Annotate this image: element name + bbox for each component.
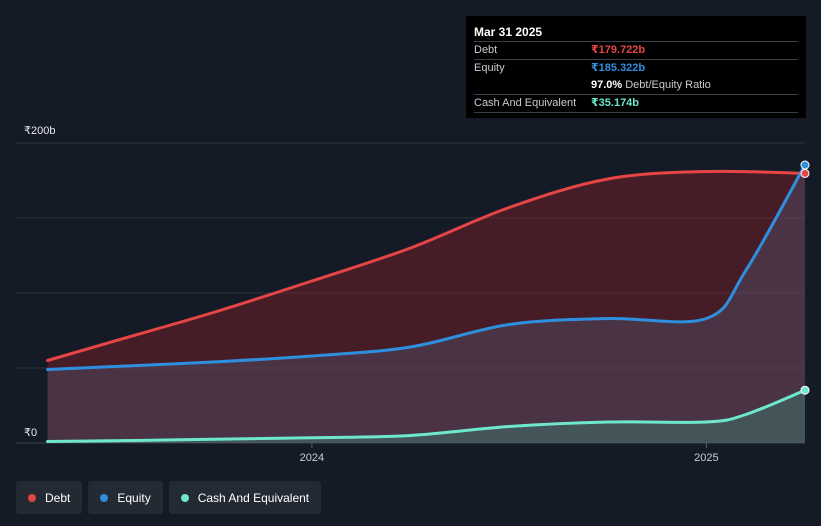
cash-area	[47, 390, 806, 443]
y-tick-label: ₹200b	[24, 125, 55, 137]
y-tick-label: ₹0	[24, 427, 37, 439]
tooltip-cash-value: ₹35.174b	[591, 97, 640, 109]
equity-area	[47, 165, 806, 443]
legend-cash-label: Cash And Equivalent	[197, 490, 310, 505]
axis-ticks: 2024 2025 ₹200b ₹0	[24, 125, 719, 464]
cash-end-marker	[800, 385, 810, 395]
equity-dot-icon	[100, 493, 109, 502]
series-areas	[47, 165, 806, 443]
equity-end-marker	[800, 160, 810, 170]
debt-line	[46, 169, 807, 362]
end-markers	[800, 160, 810, 395]
legend-item-equity[interactable]: Equity	[88, 481, 163, 514]
legend-debt-label: Debt	[45, 490, 71, 505]
legend-equity-label: Equity	[117, 490, 151, 505]
data-tooltip: Mar 31 2025 Debt ₹179.722b Equity ₹185.3…	[466, 16, 806, 118]
cash-line	[46, 388, 807, 443]
cash-dot-icon	[180, 493, 189, 502]
x-tick-label: 2024	[300, 452, 324, 464]
tooltip-ratio-label: Debt/Equity Ratio	[625, 79, 711, 91]
tooltip-debt-label: Debt	[474, 44, 498, 56]
legend-item-debt[interactable]: Debt	[16, 481, 83, 514]
debt-end-marker	[800, 168, 810, 178]
series-lines	[46, 163, 807, 443]
debt-dot-icon	[28, 493, 36, 502]
tooltip-debt-value: ₹179.722b	[591, 44, 646, 56]
legend-item-cash[interactable]: Cash And Equivalent	[168, 481, 322, 514]
tooltip-ratio-value: 97.0%	[591, 79, 623, 91]
gridlines	[16, 142, 805, 444]
tooltip-cash-label: Cash And Equivalent	[474, 97, 577, 109]
chart-legend: Debt Equity Cash And Equivalent	[16, 481, 322, 514]
tooltip-equity-label: Equity	[474, 62, 505, 74]
tooltip-date: Mar 31 2025	[474, 25, 543, 39]
x-tick-label: 2025	[694, 452, 718, 464]
tooltip-equity-value: ₹185.322b	[591, 62, 646, 74]
equity-line	[46, 163, 807, 371]
debt-area	[47, 171, 806, 443]
